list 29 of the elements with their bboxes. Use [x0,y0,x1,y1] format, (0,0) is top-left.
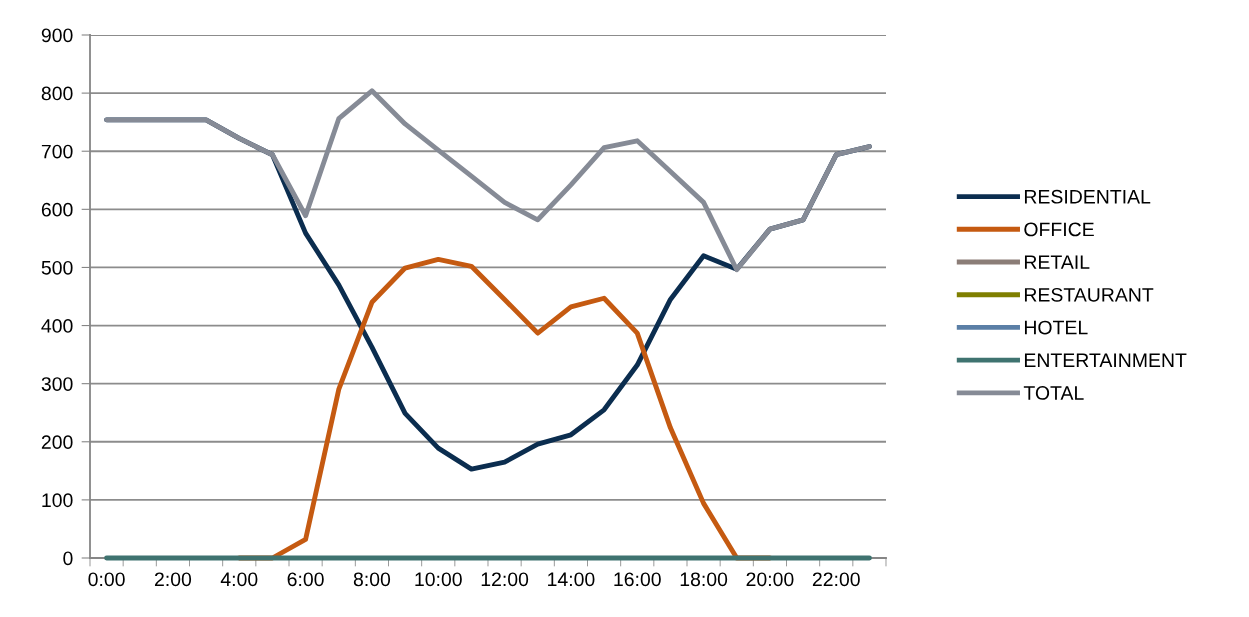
legend-label: HOTEL [1024,320,1088,335]
x-tick-label: 4:00 [220,572,258,587]
x-tick-label: 14:00 [548,572,595,587]
x-tick-label: 22:00 [812,572,860,587]
x-tick-label: 16:00 [614,572,661,587]
x-tick-label: 8:00 [353,572,391,587]
x-tick-label: 6:00 [287,572,324,587]
y-tick-label: 700 [41,144,73,159]
y-tick-label: 0 [63,551,73,566]
x-tick-label: 12:00 [481,572,529,587]
legend-label: OFFICE [1024,222,1094,237]
y-tick-label: 500 [41,260,73,275]
y-tick-label: 600 [41,202,73,217]
x-tick-label: 0:00 [88,572,125,587]
legend-label: TOTAL [1023,386,1084,400]
y-tick-label: 300 [41,377,73,391]
legend-label: ENTERTAINMENT [1024,353,1187,367]
y-tick-label: 900 [41,28,73,43]
y-tick-label: 100 [42,493,73,508]
legend-label: RESTAURANT [1024,287,1154,302]
x-tick-label: 20:00 [746,572,794,587]
x-tick-label: 10:00 [415,572,462,587]
x-tick-label: 18:00 [680,572,728,587]
y-tick-label: 200 [41,435,73,450]
legend-label: RESIDENTIAL [1024,189,1151,204]
y-tick-label: 800 [41,86,73,101]
x-tick-label: 2:00 [154,572,192,587]
y-tick-label: 400 [41,319,73,333]
legend-label: RETAIL [1024,255,1090,269]
